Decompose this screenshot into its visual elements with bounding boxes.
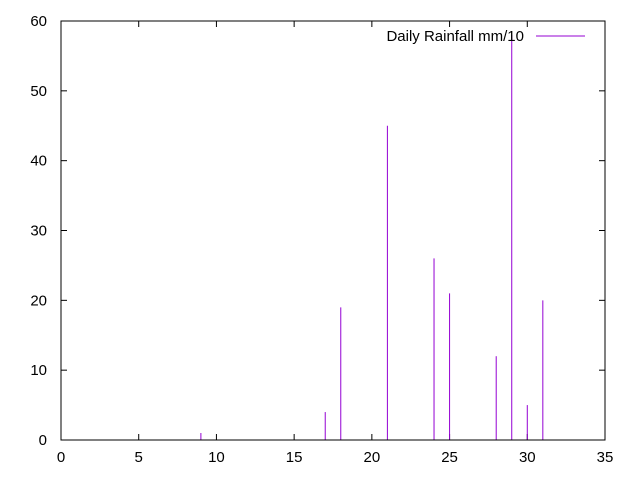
series-impulses — [200, 34, 544, 440]
x-tick-label: 0 — [57, 449, 65, 466]
legend: Daily Rainfall mm/10 — [386, 28, 585, 45]
x-tick-label: 25 — [441, 449, 458, 466]
y-tick-label: 0 — [39, 432, 47, 449]
y-tick-label: 10 — [30, 362, 47, 379]
plot-frame — [60, 20, 606, 441]
x-tick-label: 35 — [597, 449, 614, 466]
x-tick-label: 10 — [208, 449, 225, 466]
x-tick-label: 30 — [519, 449, 536, 466]
legend-label: Daily Rainfall mm/10 — [386, 28, 524, 45]
tick-labels: 0 5 10 15 20 25 30 35 0 10 20 30 40 50 60 — [30, 13, 613, 466]
y-tick-label: 40 — [30, 153, 47, 170]
y-tick-label: 60 — [30, 13, 47, 30]
y-tick-label: 20 — [30, 292, 47, 309]
y-tick-label: 50 — [30, 83, 47, 100]
x-tick-label: 20 — [364, 449, 381, 466]
y-tick-label: 30 — [30, 223, 47, 240]
x-tick-label: 15 — [286, 449, 303, 466]
x-tick-label: 5 — [135, 449, 143, 466]
